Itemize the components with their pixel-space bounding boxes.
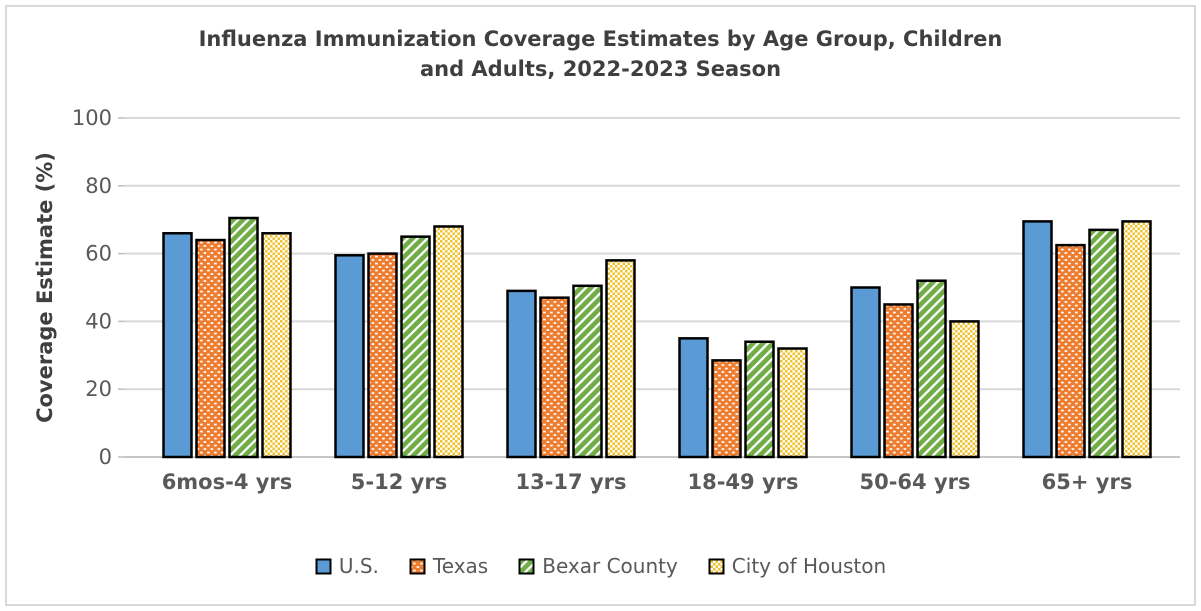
bar-texas-4 (711, 359, 742, 459)
bar-bexar-county-1 (228, 216, 259, 459)
bar-texas-6 (1055, 243, 1086, 459)
bar-city-of-houston-5 (949, 320, 980, 459)
chart-legend: U.S. Texas Bexar County City of Houston (0, 548, 1201, 584)
legend-item-label: Texas (432, 554, 489, 578)
bar-texas-3 (539, 296, 570, 459)
bar-city-of-houston-3 (605, 259, 636, 459)
legend-item-bexar-county: Bexar County (518, 554, 678, 578)
bar-u-s--5 (850, 286, 881, 459)
chart-title-line-2: and Adults, 2022-2023 Season (419, 57, 782, 82)
y-axis-tick-label: 80 (85, 174, 112, 198)
y-axis-tick-label: 20 (85, 377, 112, 401)
bar-u-s--2 (334, 254, 365, 459)
bar-bexar-county-5 (916, 279, 947, 459)
legend-item-label: City of Houston (731, 554, 887, 578)
y-axis-tick-label: 100 (72, 106, 112, 130)
bar-city-of-houston-2 (433, 225, 464, 459)
legend-marker-icon (315, 558, 332, 574)
bar-texas-2 (367, 252, 398, 459)
x-axis-category-label: 18-49 yrs (687, 470, 798, 494)
bar-bexar-county-4 (744, 340, 775, 459)
bar-city-of-houston-1 (261, 232, 292, 459)
bar-texas-5 (883, 303, 914, 459)
chart-title: Influenza Immunization Coverage Estimate… (0, 24, 1201, 85)
bar-u-s--3 (506, 289, 537, 459)
y-axis-tick-label: 60 (85, 242, 112, 266)
legend-item-texas: Texas (409, 554, 488, 578)
y-axis-title: Coverage Estimate (%) (33, 152, 57, 423)
bar-bexar-county-3 (572, 284, 603, 459)
x-axis-category-label: 65+ yrs (1042, 470, 1133, 494)
bar-city-of-houston-4 (777, 347, 808, 459)
chart-canvas: 0 20 40 60 80 100 Coverage Estimate (%) 6mos-4 … (33, 106, 1180, 494)
bar-bexar-county-6 (1088, 228, 1119, 459)
bar-u-s--1 (162, 232, 193, 459)
legend-item-city-of-houston: City of Houston (708, 554, 886, 578)
bar-city-of-houston-6 (1121, 220, 1152, 459)
legend-item-u-s-: U.S. (315, 554, 379, 578)
bar-bexar-county-2 (400, 235, 431, 459)
x-axis-category-label: 6mos-4 yrs (162, 470, 293, 494)
legend-item-label: Bexar County (542, 554, 678, 578)
y-axis-tick-label: 40 (85, 309, 112, 333)
legend-item-label: U.S. (338, 554, 379, 578)
legend-marker-icon (708, 558, 725, 574)
bar-texas-1 (195, 238, 226, 459)
chart-title-line-1: Influenza Immunization Coverage Estimate… (198, 27, 1003, 51)
x-axis-category-label: 50-64 yrs (859, 470, 970, 494)
x-axis-category-label: 13-17 yrs (515, 470, 626, 494)
y-axis-tick-label: 0 (99, 445, 112, 469)
legend-marker-icon (409, 558, 426, 574)
legend-marker-icon (518, 558, 535, 574)
x-axis-category-label: 5-12 yrs (351, 470, 447, 494)
bar-u-s--4 (678, 337, 709, 459)
bar-u-s--6 (1022, 220, 1053, 459)
